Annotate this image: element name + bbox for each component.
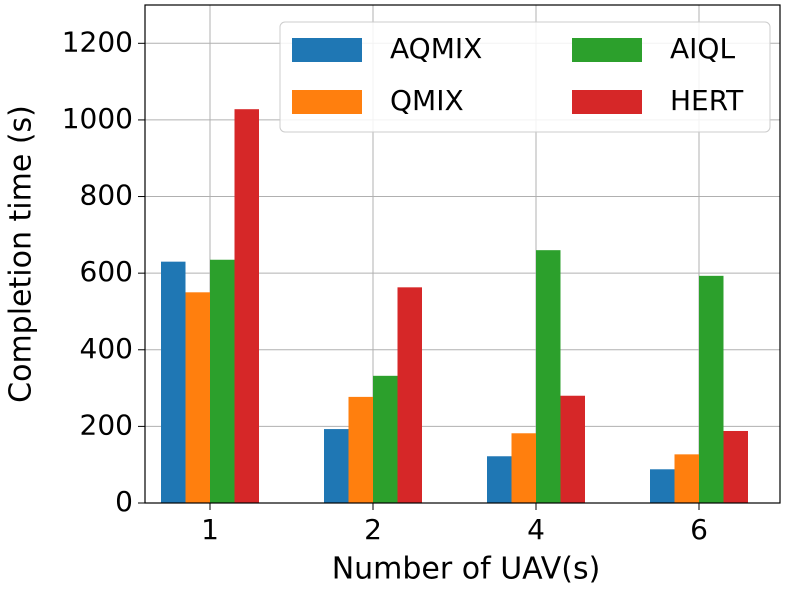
bar xyxy=(210,259,235,503)
legend-label: AQMIX xyxy=(390,32,482,65)
bar xyxy=(560,395,585,503)
y-axis-label: Completion time (s) xyxy=(4,105,39,403)
y-tick-label: 600 xyxy=(80,255,133,288)
bar xyxy=(373,375,398,503)
legend-swatch xyxy=(292,38,362,62)
legend-label: QMIX xyxy=(390,84,464,117)
bar xyxy=(487,456,512,503)
bar xyxy=(511,433,536,503)
x-tick-label: 2 xyxy=(364,513,382,546)
bar xyxy=(674,454,699,503)
legend-box xyxy=(279,21,771,133)
y-tick-label: 0 xyxy=(115,485,133,518)
y-tick-label: 400 xyxy=(80,332,133,365)
legend-label: AIQL xyxy=(670,32,735,65)
bar xyxy=(397,287,422,503)
legend-label: HERT xyxy=(670,84,744,117)
legend-swatch xyxy=(572,38,642,62)
legend-swatch xyxy=(572,90,642,114)
bar xyxy=(161,261,186,503)
bar xyxy=(324,429,349,503)
bar xyxy=(699,275,724,503)
bar xyxy=(185,292,210,503)
y-tick-label: 800 xyxy=(80,179,133,212)
y-tick-label: 1000 xyxy=(62,102,133,135)
y-tick-label: 1200 xyxy=(62,25,133,58)
x-tick-label: 6 xyxy=(690,513,708,546)
bar xyxy=(536,250,561,503)
bar xyxy=(234,109,259,503)
x-tick-label: 4 xyxy=(527,513,545,546)
plot-frame xyxy=(144,4,781,504)
bar xyxy=(723,430,748,503)
y-tick-label: 200 xyxy=(80,408,133,441)
bar xyxy=(348,396,373,503)
bar xyxy=(650,469,675,503)
x-tick-label: 1 xyxy=(201,513,219,546)
legend-swatch xyxy=(292,90,362,114)
x-axis-label: Number of UAV(s) xyxy=(332,552,601,587)
